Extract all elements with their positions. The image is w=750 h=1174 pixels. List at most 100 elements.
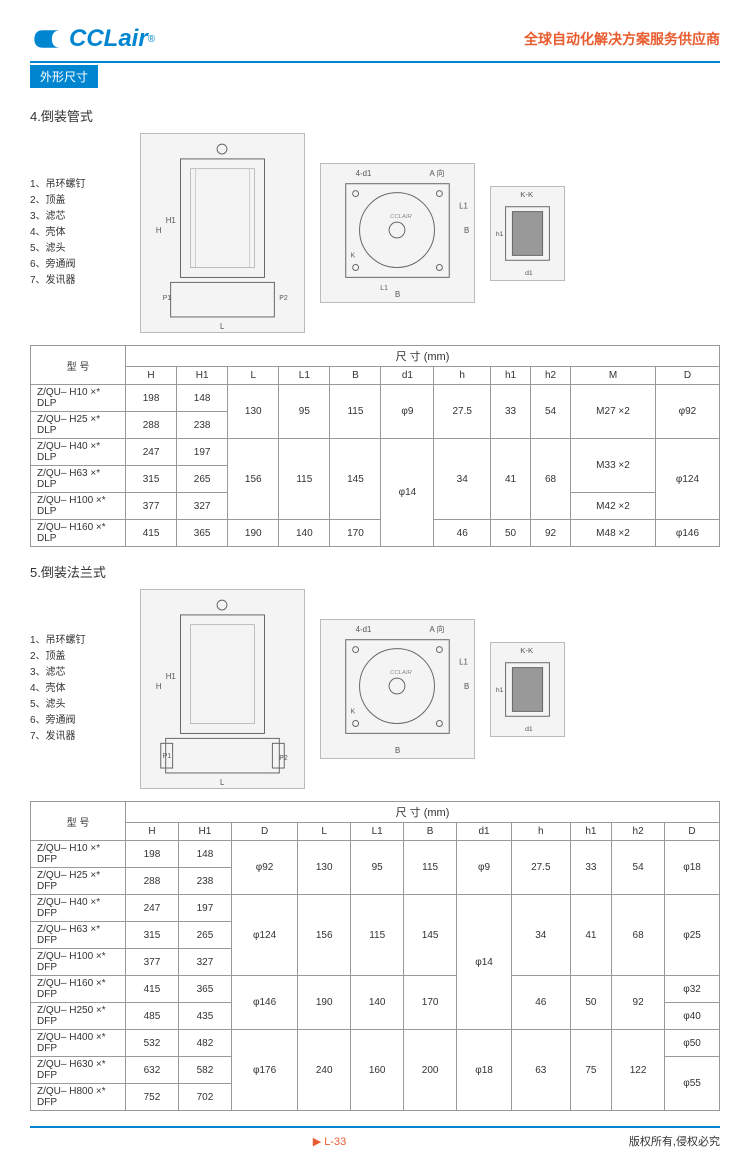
col-header: D	[665, 823, 720, 841]
legend-item: 5、滤头	[30, 697, 125, 713]
table-row: Z/QU– H40 ×* DLP247197156115145φ14344168…	[31, 439, 720, 466]
col-header: h2	[531, 367, 571, 385]
svg-text:L1: L1	[459, 201, 468, 210]
legend-5: 1、吊环螺钉2、顶盖3、滤芯4、壳体5、滤头6、旁通阀7、发讯器	[30, 633, 125, 745]
drawing-side-4: K-K h1 d1	[490, 186, 565, 281]
col-header: H	[126, 823, 179, 841]
drawing-side-5: K-K h1 d1	[490, 642, 565, 737]
svg-text:K-K: K-K	[520, 646, 534, 655]
drawing-main-5: H H1 L P1 P2	[140, 589, 305, 789]
col-header: d1	[381, 367, 434, 385]
col-header: h1	[491, 367, 531, 385]
page-header: CCLair ® 全球自动化解决方案服务供应商	[30, 25, 720, 53]
logo-icon	[30, 25, 65, 53]
table-row: Z/QU– H160 ×* DLP415365190140170465092M4…	[31, 520, 720, 547]
col-header: H1	[177, 367, 228, 385]
svg-text:K-K: K-K	[520, 190, 534, 199]
footer: L-33 版权所有,侵权必究	[30, 1126, 720, 1149]
table-row: Z/QU– H160 ×* DFP415365φ1461901401704650…	[31, 976, 720, 1003]
legend-item: 6、旁通阀	[30, 257, 125, 273]
col-header: L1	[351, 823, 404, 841]
col-header: h	[511, 823, 570, 841]
logo-text: CCLair	[69, 25, 148, 53]
svg-text:P2: P2	[279, 295, 288, 302]
col-header: D	[231, 823, 297, 841]
model-header2: 型 号	[31, 802, 126, 841]
table-row: Z/QU– H40 ×* DFP247197φ124156115145φ1434…	[31, 895, 720, 922]
diagram-row-4: 1、吊环螺钉2、顶盖3、滤芯4、壳体5、滤头6、旁通阀7、发讯器 H H1 L P1 P…	[30, 133, 720, 333]
col-header: h	[434, 367, 491, 385]
svg-text:d1: d1	[525, 269, 533, 276]
svg-text:4-d1: 4-d1	[356, 169, 372, 178]
svg-text:L1: L1	[459, 657, 468, 666]
subsection5-title: 5.倒装法兰式	[30, 562, 720, 581]
svg-text:B: B	[395, 746, 400, 755]
svg-text:CCLAIR: CCLAIR	[390, 214, 412, 220]
legend-item: 1、吊环螺钉	[30, 633, 125, 649]
dim-header2: 尺 寸 (mm)	[126, 802, 720, 823]
svg-text:K: K	[351, 709, 356, 716]
drawing-main-4: H H1 L P1 P2	[140, 133, 305, 333]
svg-text:L: L	[220, 322, 225, 331]
diagram-row-5: 1、吊环螺钉2、顶盖3、滤芯4、壳体5、滤头6、旁通阀7、发讯器 H H1 L P1 P…	[30, 589, 720, 789]
col-header: B	[404, 823, 457, 841]
svg-text:B: B	[464, 682, 469, 691]
svg-text:CCLAIR: CCLAIR	[390, 670, 412, 676]
svg-text:A 向: A 向	[430, 168, 445, 178]
header-line	[30, 61, 720, 63]
svg-text:B: B	[395, 290, 400, 299]
legend-item: 7、发讯器	[30, 729, 125, 745]
legend-item: 1、吊环螺钉	[30, 177, 125, 193]
tagline: 全球自动化解决方案服务供应商	[524, 29, 720, 49]
legend-item: 2、顶盖	[30, 649, 125, 665]
model-header: 型 号	[31, 346, 126, 385]
drawing-top-4: 4-d1A 向CCLAIRBBL1L1K	[320, 163, 475, 303]
subsection4-title: 4.倒装管式	[30, 106, 720, 125]
svg-text:P1: P1	[163, 295, 172, 302]
dim-header: 尺 寸 (mm)	[126, 346, 720, 367]
col-header: H	[126, 367, 177, 385]
legend-item: 3、滤芯	[30, 209, 125, 225]
svg-text:h1: h1	[496, 686, 504, 693]
copyright: 版权所有,侵权必究	[629, 1133, 720, 1149]
svg-text:H: H	[156, 226, 162, 235]
table-row: Z/QU– H10 ×* DFP198148φ9213095115φ927.53…	[31, 841, 720, 868]
svg-text:L1: L1	[380, 285, 388, 292]
col-header: M	[571, 367, 656, 385]
svg-text:P2: P2	[279, 755, 288, 762]
legend-item: 4、壳体	[30, 681, 125, 697]
logo-r: ®	[148, 34, 155, 45]
table-row: Z/QU– H10 ×* DLP19814813095115φ927.53354…	[31, 385, 720, 412]
col-header: h1	[570, 823, 611, 841]
col-header: B	[330, 367, 381, 385]
svg-text:K: K	[351, 253, 356, 260]
svg-text:H: H	[156, 682, 162, 691]
col-header: D	[655, 367, 719, 385]
drawing-top-5: 4-d1 A 向 CCLAIR B B L1 K	[320, 619, 475, 759]
legend-item: 7、发讯器	[30, 273, 125, 289]
legend-item: 3、滤芯	[30, 665, 125, 681]
col-header: L	[298, 823, 351, 841]
legend-item: 2、顶盖	[30, 193, 125, 209]
col-header: H1	[178, 823, 231, 841]
svg-text:d1: d1	[525, 725, 533, 732]
table-row: Z/QU– H400 ×* DFP532482φ176240160200φ186…	[31, 1030, 720, 1057]
page-number: L-33	[313, 1135, 347, 1148]
col-header: d1	[457, 823, 512, 841]
svg-text:H1: H1	[166, 216, 176, 225]
svg-text:4-d1: 4-d1	[356, 625, 372, 634]
svg-text:H1: H1	[166, 672, 176, 681]
table-dlp: 型 号尺 寸 (mm) HH1LL1Bd1hh1h2MD Z/QU– H10 ×…	[30, 345, 720, 547]
svg-text:A 向: A 向	[430, 624, 445, 634]
col-header: L	[228, 367, 279, 385]
col-header: L1	[279, 367, 330, 385]
legend-item: 6、旁通阀	[30, 713, 125, 729]
svg-text:P1: P1	[163, 753, 172, 760]
legend-item: 4、壳体	[30, 225, 125, 241]
legend-4: 1、吊环螺钉2、顶盖3、滤芯4、壳体5、滤头6、旁通阀7、发讯器	[30, 177, 125, 289]
svg-text:h1: h1	[496, 230, 504, 237]
legend-item: 5、滤头	[30, 241, 125, 257]
svg-text:L: L	[220, 778, 225, 787]
logo: CCLair ®	[30, 25, 155, 53]
col-header: h2	[612, 823, 665, 841]
